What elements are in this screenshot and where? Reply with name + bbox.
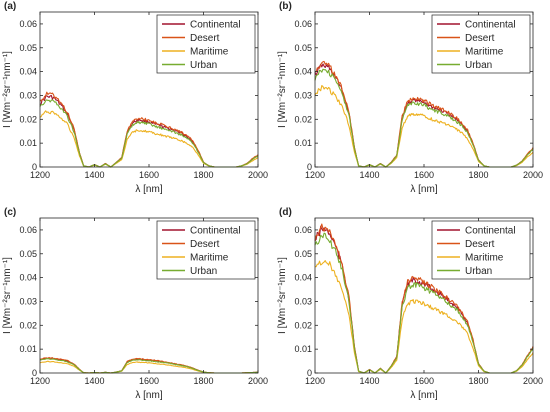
y-tick-label: 0.04 <box>19 67 37 77</box>
chart-svg: 1200 1400 1600 1800 2000 0 0.01 0.02 0.03 0.04 0.0… <box>2 207 268 401</box>
legend-label: Desert <box>465 33 495 44</box>
x-tick-label: 1400 <box>359 376 379 386</box>
y-axis-label: I [Wm⁻²sr⁻¹nm⁻¹] <box>2 257 13 334</box>
y-tick-label: 0.01 <box>294 138 312 148</box>
y-tick-label: 0.05 <box>19 249 37 259</box>
panel-c: 1200 1400 1600 1800 2000 0 0.01 0.02 0.03 0.04 0.0… <box>0 206 275 412</box>
legend-label: Continental <box>465 226 516 237</box>
y-tick-label: 0.04 <box>294 67 312 77</box>
panel-label: (d) <box>279 207 292 218</box>
x-tick-label: 1800 <box>468 170 488 180</box>
panel-d: 1200 1400 1600 1800 2000 0 0.01 0.02 0.03 0.04 0.0… <box>275 206 550 412</box>
y-tick-label: 0.01 <box>294 344 312 354</box>
x-tick-label: 1800 <box>193 170 213 180</box>
y-tick-label: 0.06 <box>19 19 37 29</box>
legend-label: Desert <box>465 239 495 250</box>
y-tick-label: 0.05 <box>294 249 312 259</box>
x-tick-label: 2000 <box>523 376 543 386</box>
y-tick-label: 0.03 <box>19 90 37 100</box>
x-tick-label: 1600 <box>414 170 434 180</box>
x-tick-label: 1600 <box>139 376 159 386</box>
x-axis-label: λ [nm] <box>135 184 162 195</box>
legend-label: Maritime <box>190 47 229 58</box>
y-tick-label: 0.05 <box>19 43 37 53</box>
legend-label: Desert <box>190 239 220 250</box>
panel-label: (a) <box>4 1 16 12</box>
y-axis-label: I [Wm⁻²sr⁻¹nm⁻¹] <box>2 51 13 128</box>
y-tick-label: 0.02 <box>19 320 37 330</box>
legend-label: Maritime <box>465 253 504 264</box>
y-tick-label: 0.05 <box>294 43 312 53</box>
x-tick-label: 1400 <box>84 170 104 180</box>
chart-svg: 1200 1400 1600 1800 2000 0 0.01 0.02 0.03 0.04 0.0… <box>277 1 543 195</box>
panel-label: (c) <box>4 207 16 218</box>
legend-label: Continental <box>190 226 241 237</box>
y-tick-label: 0.06 <box>19 225 37 235</box>
legend: Continental Desert Maritime Urban <box>431 220 531 280</box>
x-tick-label: 1800 <box>468 376 488 386</box>
x-tick-label: 1200 <box>305 170 325 180</box>
y-tick-label: 0 <box>32 162 37 172</box>
legend-label: Urban <box>190 60 217 71</box>
legend: Continental Desert Maritime Urban <box>156 220 256 280</box>
legend-label: Urban <box>465 60 492 71</box>
legend: Continental Desert Maritime Urban <box>431 14 531 74</box>
legend-label: Maritime <box>190 253 229 264</box>
x-tick-label: 1600 <box>139 170 159 180</box>
y-tick-label: 0.04 <box>19 273 37 283</box>
y-tick-label: 0.03 <box>19 296 37 306</box>
x-tick-label: 2000 <box>248 170 268 180</box>
y-tick-label: 0 <box>32 368 37 378</box>
panel-label: (b) <box>279 1 292 12</box>
panel-a: 1200 1400 1600 1800 2000 0 0.01 0.02 0.03 0.04 0.0… <box>0 0 275 206</box>
panel-b: 1200 1400 1600 1800 2000 0 0.01 0.02 0.03 0.04 0.0… <box>275 0 550 206</box>
x-tick-label: 2000 <box>523 170 543 180</box>
x-axis-label: λ [nm] <box>135 390 162 401</box>
y-tick-label: 0.06 <box>294 225 312 235</box>
legend-label: Urban <box>465 266 492 277</box>
x-tick-label: 1400 <box>359 170 379 180</box>
y-tick-label: 0.01 <box>19 344 37 354</box>
chart-svg: 1200 1400 1600 1800 2000 0 0.01 0.02 0.03 0.04 0.0… <box>2 1 268 195</box>
x-tick-label: 1800 <box>193 376 213 386</box>
x-tick-label: 1400 <box>84 376 104 386</box>
y-tick-label: 0.02 <box>19 114 37 124</box>
y-tick-label: 0.01 <box>19 138 37 148</box>
x-tick-label: 1200 <box>30 170 50 180</box>
y-tick-label: 0 <box>307 162 312 172</box>
legend-label: Desert <box>190 33 220 44</box>
y-tick-label: 0.02 <box>294 320 312 330</box>
legend: Continental Desert Maritime Urban <box>156 14 256 74</box>
legend-label: Continental <box>190 20 241 31</box>
x-tick-label: 1600 <box>414 376 434 386</box>
chart-svg: 1200 1400 1600 1800 2000 0 0.01 0.02 0.03 0.04 0.0… <box>277 207 543 401</box>
x-tick-label: 1200 <box>30 376 50 386</box>
legend-label: Urban <box>190 266 217 277</box>
y-tick-label: 0.04 <box>294 273 312 283</box>
x-tick-label: 1200 <box>305 376 325 386</box>
legend-label: Maritime <box>465 47 504 58</box>
y-tick-label: 0.03 <box>294 90 312 100</box>
y-tick-label: 0.03 <box>294 296 312 306</box>
y-axis-label: I [Wm⁻²sr⁻¹nm⁻¹] <box>277 257 288 334</box>
y-axis-label: I [Wm⁻²sr⁻¹nm⁻¹] <box>277 51 288 128</box>
x-axis-label: λ [nm] <box>410 390 437 401</box>
legend-label: Continental <box>465 20 516 31</box>
x-axis-label: λ [nm] <box>410 184 437 195</box>
y-tick-label: 0.02 <box>294 114 312 124</box>
y-tick-label: 0 <box>307 368 312 378</box>
y-tick-label: 0.06 <box>294 19 312 29</box>
x-tick-label: 2000 <box>248 376 268 386</box>
